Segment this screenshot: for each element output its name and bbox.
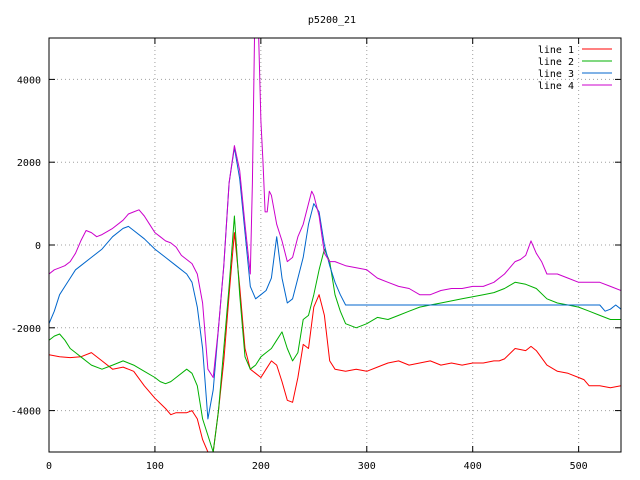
- axes: 0 100 200 300 400 500 -4000 -2000 0 2000 4000: [11, 38, 621, 472]
- y-tick-label: -2000: [11, 324, 41, 335]
- series-line-1: [49, 232, 621, 452]
- y-tick-label: 0: [35, 241, 41, 252]
- series-line-4: [49, 38, 621, 378]
- x-tick-label: 200: [252, 461, 270, 472]
- series-line-2: [49, 215, 621, 452]
- x-tick-label: 400: [464, 461, 482, 472]
- legend-label-3: line 3: [538, 69, 574, 80]
- x-tick-label: 100: [146, 461, 164, 472]
- plot-frame: [48, 37, 622, 453]
- legend-label-4: line 4: [538, 81, 574, 92]
- x-tick-label: 300: [358, 461, 376, 472]
- y-tick-label: -4000: [11, 407, 41, 418]
- legend-label-1: line 1: [538, 45, 574, 56]
- x-tick-label: 500: [570, 461, 588, 472]
- y-tick-label: 2000: [17, 158, 41, 169]
- grid: [49, 38, 621, 452]
- chart-title: p5200_21: [308, 15, 356, 26]
- legend-label-2: line 2: [538, 57, 574, 68]
- series-line-3: [49, 147, 621, 420]
- x-tick-label: 0: [46, 461, 52, 472]
- series-group: [49, 38, 621, 452]
- y-tick-label: 4000: [17, 75, 41, 86]
